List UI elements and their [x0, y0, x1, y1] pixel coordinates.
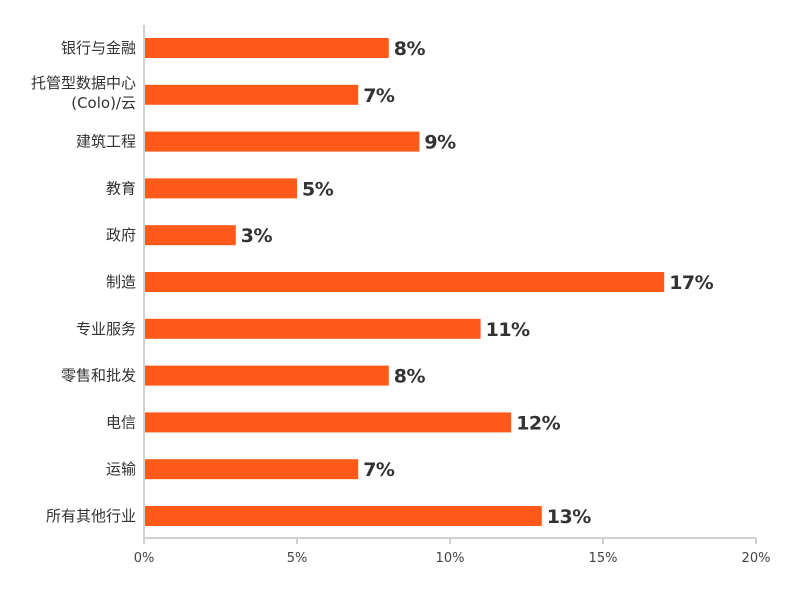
data-label: 11% — [486, 319, 530, 341]
category-label: 政府 — [106, 226, 136, 244]
data-label: 9% — [424, 132, 456, 154]
bar — [145, 365, 389, 386]
category-label: 教育 — [106, 179, 136, 197]
category-label: 零售和批发 — [61, 367, 136, 385]
category-label: 制造 — [106, 273, 136, 291]
category-label: 所有其他行业 — [46, 507, 136, 525]
data-label: 7% — [363, 459, 395, 481]
category-label: 运输 — [106, 460, 136, 478]
category-label: 电信 — [106, 413, 136, 431]
bar — [145, 178, 297, 199]
data-label: 7% — [363, 85, 395, 107]
x-tick-label: 5% — [287, 551, 308, 566]
bar — [145, 318, 481, 339]
data-label: 8% — [394, 366, 426, 388]
category-label: 银行与金融 — [61, 39, 136, 57]
data-label: 17% — [669, 272, 713, 294]
bar — [145, 272, 665, 292]
category-label: 建筑工程 — [76, 133, 136, 151]
data-label: 13% — [547, 506, 591, 528]
bar — [145, 506, 542, 526]
x-tick-label: 0% — [134, 551, 155, 566]
bar — [145, 131, 420, 152]
data-label: 5% — [302, 178, 334, 200]
bar — [145, 412, 512, 433]
category-label: 托管型数据中心(Colo)/云 — [31, 74, 136, 112]
data-label: 3% — [241, 225, 273, 247]
bar — [145, 84, 359, 105]
x-tick-label: 15% — [589, 551, 618, 566]
data-label: 8% — [394, 38, 426, 60]
bar — [145, 459, 359, 480]
data-label: 12% — [516, 412, 560, 434]
category-label: 专业服务 — [76, 320, 136, 338]
x-tick-label: 10% — [436, 551, 465, 566]
x-tick-label: 20% — [742, 551, 771, 566]
bar — [145, 225, 236, 246]
bar — [145, 38, 389, 58]
